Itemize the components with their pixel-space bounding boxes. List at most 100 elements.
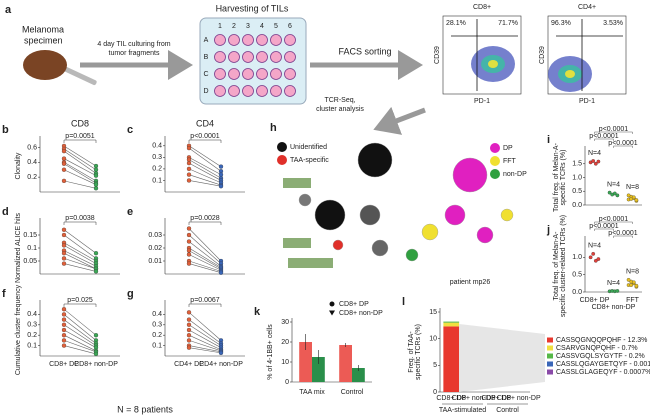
panel-label: a [5,4,12,16]
y-tick-label: 0.4 [152,311,162,318]
point [218,184,224,189]
plate-col: 2 [232,23,236,30]
point [186,226,192,231]
plate-col: 3 [246,23,250,30]
bar [352,368,365,382]
zoom-wedge [459,324,545,392]
point [218,270,224,275]
legend-marker [490,156,500,166]
group-label: Control [496,407,519,414]
well [228,85,240,97]
plate-row: C [203,71,208,78]
point [61,343,67,348]
plate-row: B [204,54,209,61]
y-tick-label: 10 [281,359,289,366]
point [186,310,192,315]
point [61,232,67,238]
well [284,68,296,80]
pair-line [188,241,222,267]
pair-line [63,162,97,182]
point [93,333,99,338]
y-axis-label: % of 4-1BB+ cells [267,324,274,380]
bracket [188,221,222,225]
bracket [613,235,633,238]
pair-line [63,180,97,189]
culture-text: 4 day TIL culturing from [97,41,170,48]
pair-line [188,145,222,167]
point [612,191,617,196]
legend-marker [277,155,287,165]
pair-line [63,242,97,262]
n-label: N=8 [626,184,639,191]
bracket [613,145,633,148]
legend-swatch [547,337,553,343]
y-tick-label: 20 [281,339,289,346]
p-value: p<0.0001 [599,126,628,133]
flow-x-label: PD-1 [579,98,595,105]
pair-line [63,234,97,259]
plate-col: 1 [218,23,222,30]
x-tick-label: Control [341,389,364,396]
point [61,156,67,161]
point [186,322,192,327]
x-tick-label: CD8+ DP [49,361,79,368]
legend-swatch [547,353,553,359]
y-tick-label: 1.0 [572,174,582,181]
well [214,68,226,80]
flow-title: CD4+ [578,4,596,11]
legend-text: CASSVGQLSYGYTF - 0.2% [556,353,645,360]
point [186,178,192,183]
point [61,338,67,343]
flow-title: CD8+ [473,4,491,11]
pair-line [63,250,97,267]
point [629,197,634,201]
pair-line [63,345,97,355]
quadrant-label: 96.3% [551,20,571,27]
x-tick-label: CD8+ non-DP [452,395,496,402]
legend-marker [277,142,287,152]
legend-text: TAA-specific [290,157,329,164]
pair-line [188,260,222,272]
legend-text: CD8+ non-DP [339,310,383,317]
legend-text: CASSQGNQQPQHF - 12.3% [556,337,647,344]
p-value: p=0.0067 [190,297,219,304]
n-label: N=4 [607,280,620,287]
n-label: N=4 [588,243,601,250]
legend-text: CASSLQGAYGETQYF - 0.001% [556,361,650,368]
pair-line [63,334,97,352]
flow-y-label: CD39 [434,46,441,64]
pair-line [63,263,97,272]
point [615,289,620,293]
p-value: p=0.025 [67,297,93,304]
flow-cloud [565,70,575,78]
y-tick-label: 0.3 [152,322,162,329]
y-tick-label: 0 [433,389,437,396]
bar-segment [443,322,460,327]
panel-label: h [270,122,277,134]
y-tick-label: 0.1 [152,177,162,184]
point [596,257,601,261]
point [626,278,631,282]
bracket [594,138,614,141]
p-value: p<0.0001 [589,223,618,230]
point [631,280,636,285]
legend-text: CASSLGLAGEQYF - 0.0007% [556,369,650,376]
legend-marker [329,310,335,316]
y-tick-label: 0.5 [572,272,582,279]
bracket [594,228,614,231]
point [596,159,601,164]
network [298,142,514,262]
y-axis-label: Total freq. of Melan-A- [553,142,560,212]
y-tick-label: 0.3 [27,322,37,329]
point [218,164,224,169]
well [242,85,254,97]
point [61,333,67,338]
panel-label: k [254,306,261,318]
point [61,322,67,327]
y-tick-label: 0.05 [23,258,37,265]
pair-line [63,314,97,341]
y-tick-label: 1.0 [572,254,582,261]
y-axis-label: specific cluster-related TCRs (%) [560,215,567,317]
point [186,166,192,172]
